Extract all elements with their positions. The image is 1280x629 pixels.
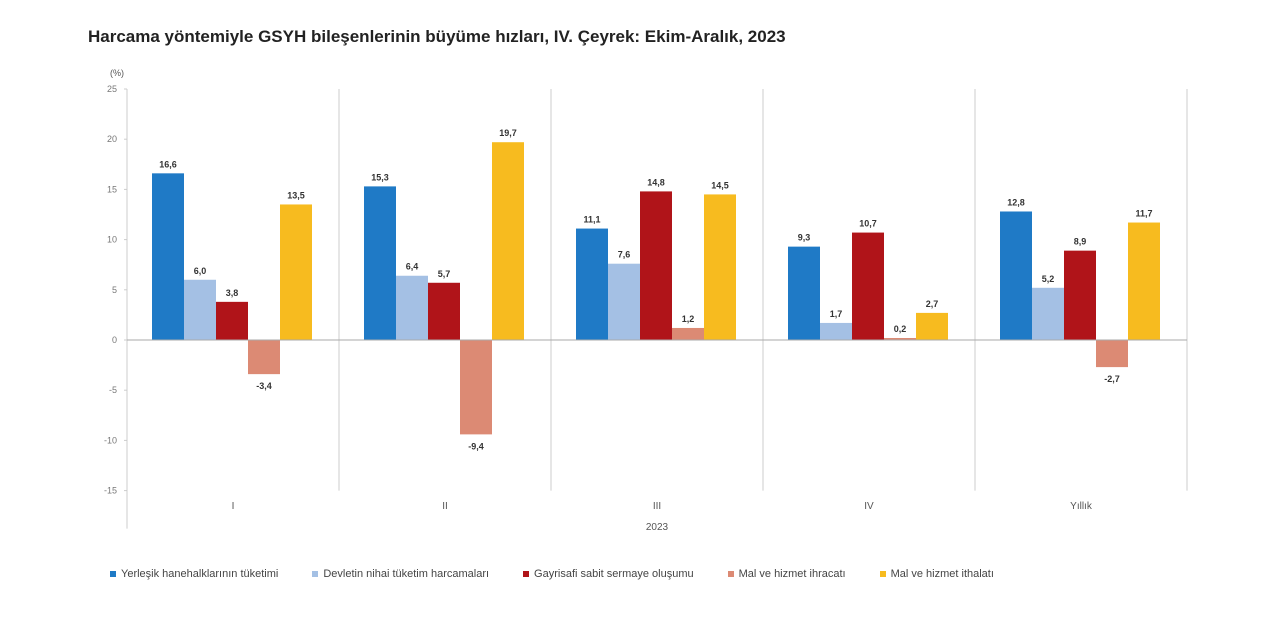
y-tick-label: 25 bbox=[107, 84, 117, 94]
bar bbox=[184, 279, 216, 340]
bar bbox=[576, 228, 608, 340]
legend-item: Gayrisafi sabit sermaye oluşumu bbox=[523, 568, 694, 580]
y-tick-label: 15 bbox=[107, 184, 117, 194]
data-label: 14,8 bbox=[647, 177, 665, 187]
bar bbox=[672, 327, 704, 340]
y-tick-label: 20 bbox=[107, 134, 117, 144]
bar bbox=[1128, 222, 1160, 340]
bar bbox=[820, 322, 852, 340]
data-label: 15,3 bbox=[371, 172, 389, 182]
bar bbox=[216, 301, 248, 340]
bar bbox=[1032, 287, 1064, 340]
bar bbox=[248, 340, 280, 375]
legend-item: Yerleşik hanehalklarının tüketimi bbox=[110, 568, 278, 580]
bar bbox=[640, 191, 672, 340]
data-label: 2,7 bbox=[926, 299, 939, 309]
data-label: 3,8 bbox=[226, 288, 239, 298]
data-label: 1,7 bbox=[830, 309, 843, 319]
data-label: 16,6 bbox=[159, 159, 177, 169]
bar bbox=[460, 340, 492, 435]
legend-swatch bbox=[727, 571, 734, 577]
data-label: 12,8 bbox=[1007, 197, 1025, 207]
legend-swatch bbox=[879, 571, 886, 577]
category-label: III bbox=[653, 501, 661, 512]
category-label: II bbox=[442, 501, 448, 512]
data-label: 10,7 bbox=[859, 219, 877, 229]
legend-item: Mal ve hizmet ithalatı bbox=[879, 568, 994, 580]
data-label: 6,0 bbox=[194, 266, 207, 276]
y-tick-label: 5 bbox=[112, 285, 117, 295]
y-tick-label: -15 bbox=[104, 486, 117, 496]
data-label: 19,7 bbox=[499, 128, 517, 138]
legend-label: Yerleşik hanehalklarının tüketimi bbox=[121, 568, 279, 580]
data-label: 14,5 bbox=[711, 180, 729, 190]
legend-swatch bbox=[312, 571, 319, 577]
data-label: 6,4 bbox=[406, 262, 419, 272]
category-label: IV bbox=[864, 501, 874, 512]
legend-label: Devletin nihai tüketim harcamaları bbox=[323, 568, 490, 580]
bar bbox=[704, 194, 736, 340]
data-label: 11,7 bbox=[1135, 209, 1152, 219]
legend-swatch bbox=[523, 571, 530, 577]
data-label: 5,2 bbox=[1042, 274, 1055, 284]
y-axis-unit: (%) bbox=[110, 68, 124, 78]
bar bbox=[152, 173, 184, 340]
y-tick-label: 0 bbox=[112, 335, 117, 345]
legend-item: Mal ve hizmet ihracatı bbox=[727, 568, 846, 580]
bar bbox=[916, 312, 948, 340]
bar bbox=[492, 142, 524, 340]
legend-label: Mal ve hizmet ithalatı bbox=[890, 568, 994, 580]
data-label: 7,6 bbox=[618, 250, 631, 260]
bar bbox=[364, 186, 396, 340]
category-label: I bbox=[232, 501, 235, 512]
data-label: -2,7 bbox=[1104, 374, 1120, 384]
legend-swatch bbox=[110, 571, 116, 577]
bar bbox=[788, 246, 820, 340]
y-tick-label: -10 bbox=[104, 435, 117, 445]
data-label: 13,5 bbox=[287, 190, 305, 200]
data-label: 5,7 bbox=[438, 269, 451, 279]
chart-title: Harcama yöntemiyle GSYH bileşenlerinin b… bbox=[88, 27, 786, 46]
legend-item: Devletin nihai tüketim harcamaları bbox=[312, 568, 489, 580]
bar bbox=[608, 263, 640, 340]
data-label: 1,2 bbox=[682, 314, 695, 324]
data-label: -9,4 bbox=[468, 441, 484, 451]
bar bbox=[852, 232, 884, 340]
legend: Yerleşik hanehalklarının tüketimi Devleti… bbox=[110, 568, 1028, 580]
bar bbox=[884, 337, 916, 340]
category-label: Yıllık bbox=[1070, 501, 1093, 512]
bar bbox=[1000, 211, 1032, 340]
bar bbox=[280, 204, 312, 340]
bar bbox=[1096, 340, 1128, 368]
y-tick-label: -5 bbox=[109, 385, 117, 395]
data-label: 11,1 bbox=[583, 215, 600, 225]
data-label: 8,9 bbox=[1074, 237, 1087, 247]
data-label: -3,4 bbox=[256, 381, 272, 391]
y-tick-label: 10 bbox=[107, 235, 117, 245]
bar bbox=[1064, 250, 1096, 340]
legend-label: Gayrisafi sabit sermaye oluşumu bbox=[534, 568, 694, 580]
bar bbox=[396, 275, 428, 340]
legend-label: Mal ve hizmet ihracatı bbox=[738, 568, 846, 580]
data-label: 0,2 bbox=[894, 324, 907, 334]
data-label: 9,3 bbox=[798, 233, 811, 243]
bar bbox=[428, 282, 460, 340]
x-axis-label: 2023 bbox=[646, 522, 669, 533]
